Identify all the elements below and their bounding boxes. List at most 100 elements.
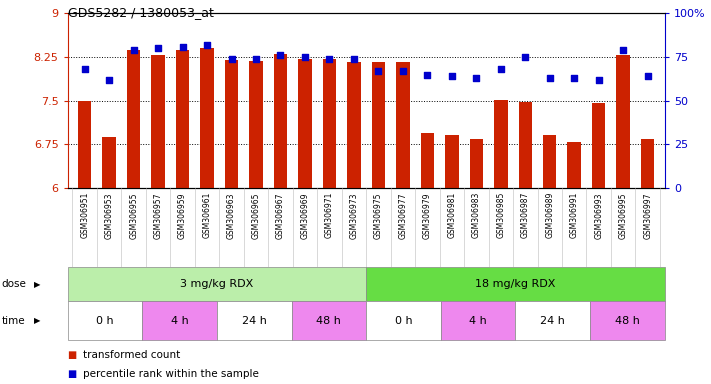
- Bar: [616, 55, 630, 188]
- Bar: [225, 60, 238, 188]
- Point: [495, 66, 506, 73]
- Text: GSM306987: GSM306987: [520, 192, 530, 238]
- Point: [593, 77, 604, 83]
- Text: 4 h: 4 h: [469, 316, 487, 326]
- Bar: [151, 55, 165, 188]
- Text: GSM306961: GSM306961: [203, 192, 212, 238]
- Text: GSM306969: GSM306969: [301, 192, 309, 238]
- Text: GSM306971: GSM306971: [325, 192, 334, 238]
- Bar: [518, 102, 532, 188]
- Bar: [445, 134, 459, 188]
- Text: GSM306991: GSM306991: [570, 192, 579, 238]
- Bar: [421, 133, 434, 188]
- Bar: [494, 99, 508, 188]
- Text: 48 h: 48 h: [615, 316, 640, 326]
- Bar: [469, 139, 483, 188]
- Text: GSM306983: GSM306983: [472, 192, 481, 238]
- Text: GSM306977: GSM306977: [398, 192, 407, 238]
- Point: [299, 54, 311, 60]
- Text: 24 h: 24 h: [242, 316, 267, 326]
- Point: [275, 52, 287, 58]
- Bar: [298, 59, 311, 188]
- Text: GSM306997: GSM306997: [643, 192, 652, 238]
- Point: [226, 56, 237, 62]
- Text: GDS5282 / 1380053_at: GDS5282 / 1380053_at: [68, 6, 213, 19]
- Bar: [641, 139, 654, 188]
- Point: [177, 43, 188, 50]
- Point: [422, 71, 433, 78]
- Text: GSM306981: GSM306981: [447, 192, 456, 238]
- Bar: [201, 48, 214, 188]
- Text: dose: dose: [1, 279, 26, 289]
- Text: GSM306953: GSM306953: [105, 192, 114, 238]
- Text: 4 h: 4 h: [171, 316, 188, 326]
- Bar: [68, 301, 142, 340]
- Bar: [142, 301, 217, 340]
- Text: GSM306975: GSM306975: [374, 192, 383, 238]
- Point: [104, 77, 115, 83]
- Text: 18 mg/kg RDX: 18 mg/kg RDX: [475, 279, 556, 289]
- Point: [569, 75, 580, 81]
- Bar: [590, 301, 665, 340]
- Text: GSM306985: GSM306985: [496, 192, 506, 238]
- Bar: [176, 50, 189, 188]
- Point: [373, 68, 384, 74]
- Text: GSM306993: GSM306993: [594, 192, 603, 238]
- Text: time: time: [1, 316, 25, 326]
- Bar: [396, 62, 410, 188]
- Text: 24 h: 24 h: [540, 316, 565, 326]
- Text: GSM306967: GSM306967: [276, 192, 285, 238]
- Text: GSM306959: GSM306959: [178, 192, 187, 238]
- Bar: [441, 301, 515, 340]
- Bar: [217, 301, 292, 340]
- Text: GSM306963: GSM306963: [227, 192, 236, 238]
- Bar: [366, 267, 665, 301]
- Bar: [68, 267, 366, 301]
- Point: [324, 56, 335, 62]
- Point: [397, 68, 409, 74]
- Text: GSM306951: GSM306951: [80, 192, 89, 238]
- Text: 0 h: 0 h: [395, 316, 412, 326]
- Point: [617, 47, 629, 53]
- Bar: [323, 59, 336, 188]
- Bar: [567, 142, 581, 188]
- Point: [201, 42, 213, 48]
- Text: ▶: ▶: [34, 280, 41, 289]
- Text: GSM306989: GSM306989: [545, 192, 555, 238]
- Text: ■: ■: [68, 369, 77, 379]
- Point: [446, 73, 457, 79]
- Text: 3 mg/kg RDX: 3 mg/kg RDX: [180, 279, 254, 289]
- Text: transformed count: transformed count: [83, 350, 181, 360]
- Bar: [274, 54, 287, 188]
- Point: [642, 73, 653, 79]
- Point: [128, 47, 139, 53]
- Bar: [515, 301, 590, 340]
- Bar: [372, 62, 385, 188]
- Text: ▶: ▶: [34, 316, 41, 325]
- Point: [544, 75, 555, 81]
- Text: GSM306965: GSM306965: [252, 192, 260, 238]
- Bar: [543, 134, 557, 188]
- Text: 48 h: 48 h: [316, 316, 341, 326]
- Point: [520, 54, 531, 60]
- Bar: [78, 101, 92, 188]
- Text: GSM306979: GSM306979: [423, 192, 432, 238]
- Point: [152, 45, 164, 51]
- Bar: [127, 50, 140, 188]
- Bar: [347, 62, 360, 188]
- Text: GSM306973: GSM306973: [349, 192, 358, 238]
- Point: [79, 66, 90, 73]
- Text: 0 h: 0 h: [96, 316, 114, 326]
- Point: [250, 56, 262, 62]
- Text: GSM306957: GSM306957: [154, 192, 163, 238]
- Bar: [102, 137, 116, 188]
- Text: percentile rank within the sample: percentile rank within the sample: [83, 369, 259, 379]
- Text: ■: ■: [68, 350, 77, 360]
- Bar: [592, 103, 606, 188]
- Text: GSM306995: GSM306995: [619, 192, 628, 238]
- Text: GSM306955: GSM306955: [129, 192, 138, 238]
- Point: [348, 56, 360, 62]
- Bar: [250, 61, 263, 188]
- Point: [471, 75, 482, 81]
- Bar: [366, 301, 441, 340]
